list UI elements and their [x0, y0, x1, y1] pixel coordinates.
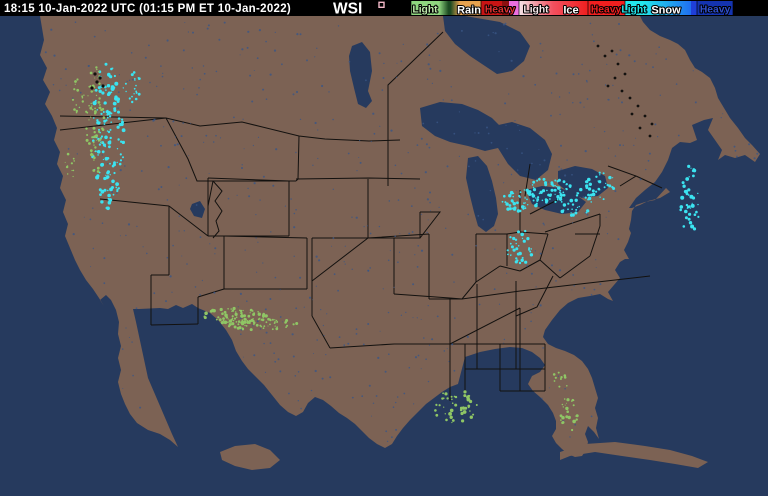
svg-text:Heavy: Heavy	[485, 5, 516, 16]
svg-text:Snow: Snow	[651, 5, 681, 17]
svg-text:Light: Light	[412, 5, 438, 16]
svg-text:Light: Light	[621, 5, 647, 16]
svg-text:Heavy: Heavy	[700, 5, 731, 16]
svg-text:Ice: Ice	[563, 5, 578, 17]
svg-text:18:15 10-Jan-2022 UTC (01:15: 18:15 10-Jan-2022 UTC (01:15 PM ET 10-Ja…	[4, 3, 291, 15]
svg-text:Rain: Rain	[457, 5, 481, 17]
svg-text:WSI: WSI	[333, 1, 362, 18]
svg-text:Heavy: Heavy	[591, 5, 622, 16]
svg-text:Light: Light	[523, 5, 549, 16]
